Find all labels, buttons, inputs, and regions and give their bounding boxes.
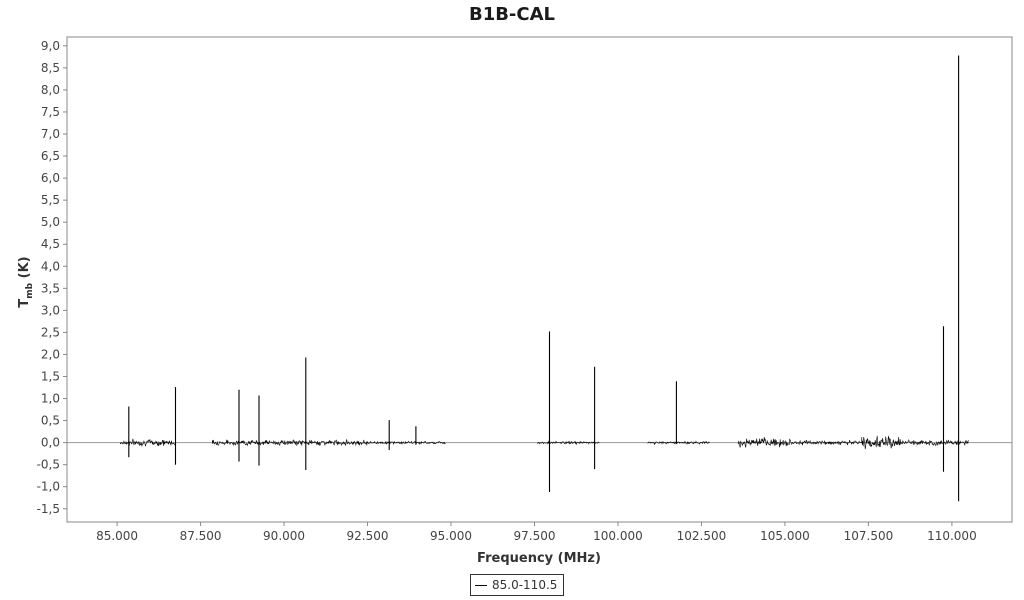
x-tick-label: 107.500 [844,529,894,543]
x-tick-label: 110.000 [927,529,977,543]
x-axis-title: Frequency (MHz) [477,551,601,566]
spectrum-noise-band [537,440,600,446]
spectrum-noise-band [367,440,446,445]
x-tick-label: 105.000 [760,529,810,543]
x-tick-label: 90.000 [263,529,305,543]
spectrum-noise-band [647,440,710,446]
y-tick-label: 8,5 [41,61,60,75]
y-tick-label: 2,0 [41,347,60,361]
x-tick-label: 102.500 [677,529,727,543]
y-tick-label: 5,5 [41,193,60,207]
y-tick-label: 0,5 [41,414,60,428]
y-tick-label: 8,0 [41,83,60,97]
y-tick-label: 6,0 [41,171,60,185]
x-tick-label: 92.500 [347,529,389,543]
y-axis-title: Tmb (K) [17,256,35,307]
y-tick-label: 3,0 [41,303,60,317]
y-tick-label: 5,0 [41,215,60,229]
y-axis-title-unit: (K) [17,256,32,278]
x-tick-label: 100.000 [593,529,643,543]
chart-title: B1B-CAL [468,4,556,25]
y-tick-label: 3,5 [41,281,60,295]
y-tick-label: 9,0 [41,39,60,53]
plot-frame [66,36,1013,523]
y-tick-label: 2,5 [41,325,60,339]
y-axis-title-main: T [17,299,32,308]
x-tick-label: 97.500 [513,529,555,543]
spectrum-noise-band [212,438,368,447]
y-tick-label: -1,5 [37,502,60,516]
y-tick-label: -1,0 [37,480,60,494]
y-tick-label: -0,5 [37,458,60,472]
x-tick-label: 95.000 [430,529,472,543]
spectrum-noise-band [737,436,792,448]
y-tick-label: 7,5 [41,105,60,119]
x-tick-label: 87.500 [180,529,222,543]
y-tick-label: 4,0 [41,259,60,273]
legend-label: 85.0-110.5 [492,578,558,592]
spectrum-noise-band [791,439,862,446]
y-tick-label: 6,5 [41,149,60,163]
y-tick-label: 4,5 [41,237,60,251]
y-tick-label: 7,0 [41,127,60,141]
spectrum-noise-band [901,438,969,447]
y-tick-label: 0,0 [41,436,60,450]
legend-line-swatch [475,584,487,586]
y-tick-label: 1,0 [41,392,60,406]
legend: 85.0-110.5 [470,574,565,596]
y-axis-title-subscript: mb [25,282,35,298]
y-tick-label: 1,5 [41,370,60,384]
spectrum-noise-band [861,435,902,450]
x-tick-label: 85.000 [96,529,138,543]
